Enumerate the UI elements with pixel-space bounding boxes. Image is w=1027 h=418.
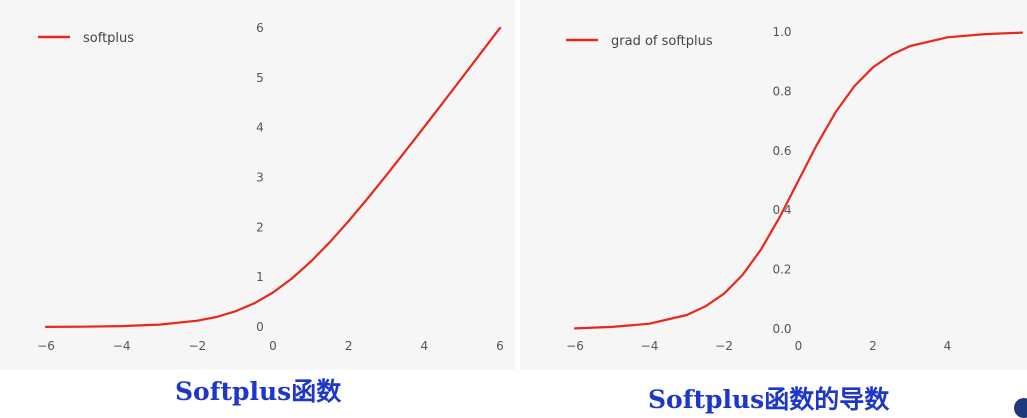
y-tick-label: 3 xyxy=(256,171,264,185)
y-tick-label: 0.8 xyxy=(772,84,791,98)
y-tick-label: 4 xyxy=(256,121,264,135)
x-tick-label: 6 xyxy=(496,339,504,353)
x-tick-label: −6 xyxy=(566,339,584,353)
softplus-chart-panel: 0 1 2 3 4 5 6 −6 −4 −2 0 2 4 6 softplus xyxy=(0,0,515,370)
x-tick-label: −4 xyxy=(641,339,659,353)
y-tick-label: 0.6 xyxy=(772,144,791,158)
grad-softplus-chart-panel: 0.0 0.2 0.4 0.6 0.8 1.0 −6 −4 −2 0 2 4 grad of softp… xyxy=(520,0,1027,370)
y-tick-label: 5 xyxy=(256,71,264,85)
x-tick-label: 0 xyxy=(269,339,277,353)
corner-mark xyxy=(1014,398,1027,418)
x-tick-label: 0 xyxy=(795,339,803,353)
softplus-chart: 0 1 2 3 4 5 6 −6 −4 −2 0 2 4 6 softplus xyxy=(37,21,504,353)
y-tick-label: 0 xyxy=(256,320,264,334)
x-tick-label: 4 xyxy=(944,339,952,353)
y-tick-label: 0.2 xyxy=(772,263,791,277)
series-line xyxy=(573,31,1024,330)
x-tick-label: −2 xyxy=(715,339,733,353)
y-tick-label: 1.0 xyxy=(772,25,791,39)
legend-label: grad of softplus xyxy=(611,34,713,49)
softplus-caption: Softplus函数 xyxy=(175,377,342,406)
x-tick-label: 2 xyxy=(869,339,877,353)
y-tick-label: 0.4 xyxy=(772,203,791,217)
series-line xyxy=(44,26,502,328)
y-tick-label: 1 xyxy=(256,270,264,284)
x-tick-label: −4 xyxy=(113,339,131,353)
y-tick-label: 6 xyxy=(256,21,264,35)
y-tick-label: 2 xyxy=(256,220,264,234)
x-tick-label: 4 xyxy=(421,339,429,353)
x-tick-label: −2 xyxy=(188,339,206,353)
grad-softplus-caption: Softplus函数的导数 xyxy=(648,385,890,414)
y-tick-label: 0.0 xyxy=(772,322,791,336)
legend-label: softplus xyxy=(83,31,134,46)
x-tick-label: 2 xyxy=(345,339,353,353)
x-tick-label: −6 xyxy=(37,339,55,353)
grad-softplus-chart: 0.0 0.2 0.4 0.6 0.8 1.0 −6 −4 −2 0 2 4 grad of softp… xyxy=(566,25,1024,353)
